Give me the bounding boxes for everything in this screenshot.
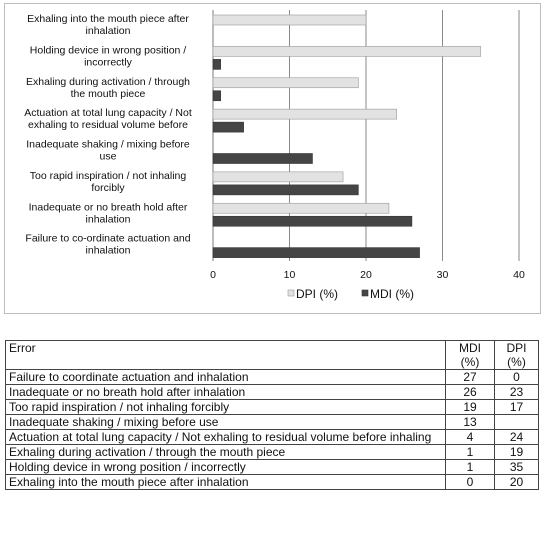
cell-mdi: 4 [445,429,495,445]
cell-mdi: 1 [445,459,495,475]
category-label: Exhaling during activation / through the … [26,76,190,100]
category-label: Failure to co-ordinate actuation and inha… [25,233,190,257]
cell-mdi: 1 [445,444,495,460]
bar-mdi [212,247,420,258]
category-label: Holding device in wrong position / incorr… [30,44,187,68]
cell-dpi [494,414,539,430]
category-label: Exhaling into the mouth piece after inhal… [27,13,189,37]
cell-error: Inadequate or no breath hold after inhal… [5,384,446,400]
bar-dpi [212,108,397,120]
bar-dpi [212,14,367,26]
bar-mdi [212,121,244,133]
bar-mdi [212,184,359,196]
bar-mdi [212,59,221,70]
header-dpi-line-1: DPI [506,341,527,355]
x-tick-label: 0 [210,269,216,281]
category-label: Too rapid inspiration / not inhaling forc… [30,170,187,194]
header-mdi-line-2: (%) [460,355,480,369]
header-error: Error [5,340,446,370]
category-label: Inadequate shaking / mixing before use [26,139,190,163]
cell-error: Too rapid inspiration / not inhaling for… [5,399,446,415]
cell-error: Actuation at total lung capacity / Not e… [5,429,446,445]
header-dpi: DPI (%) [494,340,539,370]
cell-error: Holding device in wrong position / incor… [5,459,446,475]
table-row: Holding device in wrong position / incor… [5,459,539,475]
table-row: Too rapid inspiration / not inhaling for… [5,399,539,415]
cell-error: Inadequate shaking / mixing before use [5,414,446,430]
table-row: Failure to coordinate actuation and inha… [5,369,539,385]
cell-mdi: 0 [445,474,495,490]
bar-mdi [212,215,413,227]
cell-error: Exhaling into the mouth piece after inha… [5,474,446,490]
bar-mdi [212,90,221,102]
cell-mdi: 13 [445,414,495,430]
bar-mdi [212,153,313,164]
header-mdi-line-1: MDI [459,341,481,355]
legend-label-dpi: DPI (%) [296,287,338,301]
cell-mdi: 26 [445,384,495,400]
cell-mdi: 19 [445,399,495,415]
cell-dpi: 19 [494,444,539,460]
x-tick-label: 40 [513,269,525,281]
legend-swatch-dpi [287,289,295,297]
cell-mdi: 27 [445,369,495,385]
bar-dpi [212,171,344,183]
chart-frame: Exhaling into the mouth piece after inhal… [4,3,541,314]
cell-error: Failure to coordinate actuation and inha… [5,369,446,385]
legend-label-mdi: MDI (%) [370,287,414,301]
cell-dpi: 20 [494,474,539,490]
bar-dpi [212,77,359,89]
cell-dpi: 24 [494,429,539,445]
bar-dpi [212,46,482,57]
cell-dpi: 23 [494,384,539,400]
cell-error: Exhaling during activation / through the… [5,444,446,460]
legend-swatch-mdi [361,289,369,297]
error-table: Error MDI (%) DPI (%) Failure to coordin… [5,340,539,490]
cell-dpi: 17 [494,399,539,415]
x-tick-label: 20 [360,269,372,281]
table-header-row: Error MDI (%) DPI (%) [5,340,539,370]
table-row: Inadequate or no breath hold after inhal… [5,384,539,400]
category-label: Actuation at total lung capacity / Not ex… [24,107,192,131]
table-row: Inadequate shaking / mixing before use 1… [5,414,539,430]
bar-chart: Exhaling into the mouth piece after inhal… [24,10,525,301]
table-row: Exhaling during activation / through the… [5,444,539,460]
x-tick-label: 30 [437,269,449,281]
table-body: Failure to coordinate actuation and inha… [5,369,539,490]
table-row: Actuation at total lung capacity / Not e… [5,429,539,445]
category-label: Inadequate or no breath hold after inhala… [29,201,188,225]
header-mdi: MDI (%) [445,340,495,370]
table-row: Exhaling into the mouth piece after inha… [5,474,539,490]
header-dpi-line-2: (%) [507,355,526,369]
x-tick-label: 10 [284,269,296,281]
bar-dpi [212,202,390,214]
cell-dpi: 0 [494,369,539,385]
cell-dpi: 35 [494,459,539,475]
